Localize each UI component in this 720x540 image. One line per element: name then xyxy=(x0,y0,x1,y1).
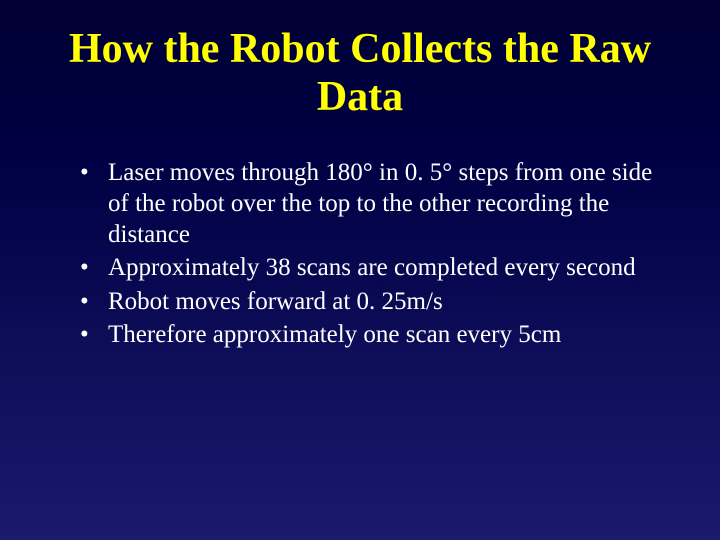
bullet-item: Laser moves through 180° in 0. 5° steps … xyxy=(80,157,670,251)
bullet-list: Laser moves through 180° in 0. 5° steps … xyxy=(50,157,670,351)
slide-container: How the Robot Collects the Raw Data Lase… xyxy=(0,0,720,540)
bullet-item: Robot moves forward at 0. 25m/s xyxy=(80,286,670,317)
bullet-item: Approximately 38 scans are completed eve… xyxy=(80,252,670,283)
bullet-item: Therefore approximately one scan every 5… xyxy=(80,319,670,350)
slide-title: How the Robot Collects the Raw Data xyxy=(50,25,670,122)
